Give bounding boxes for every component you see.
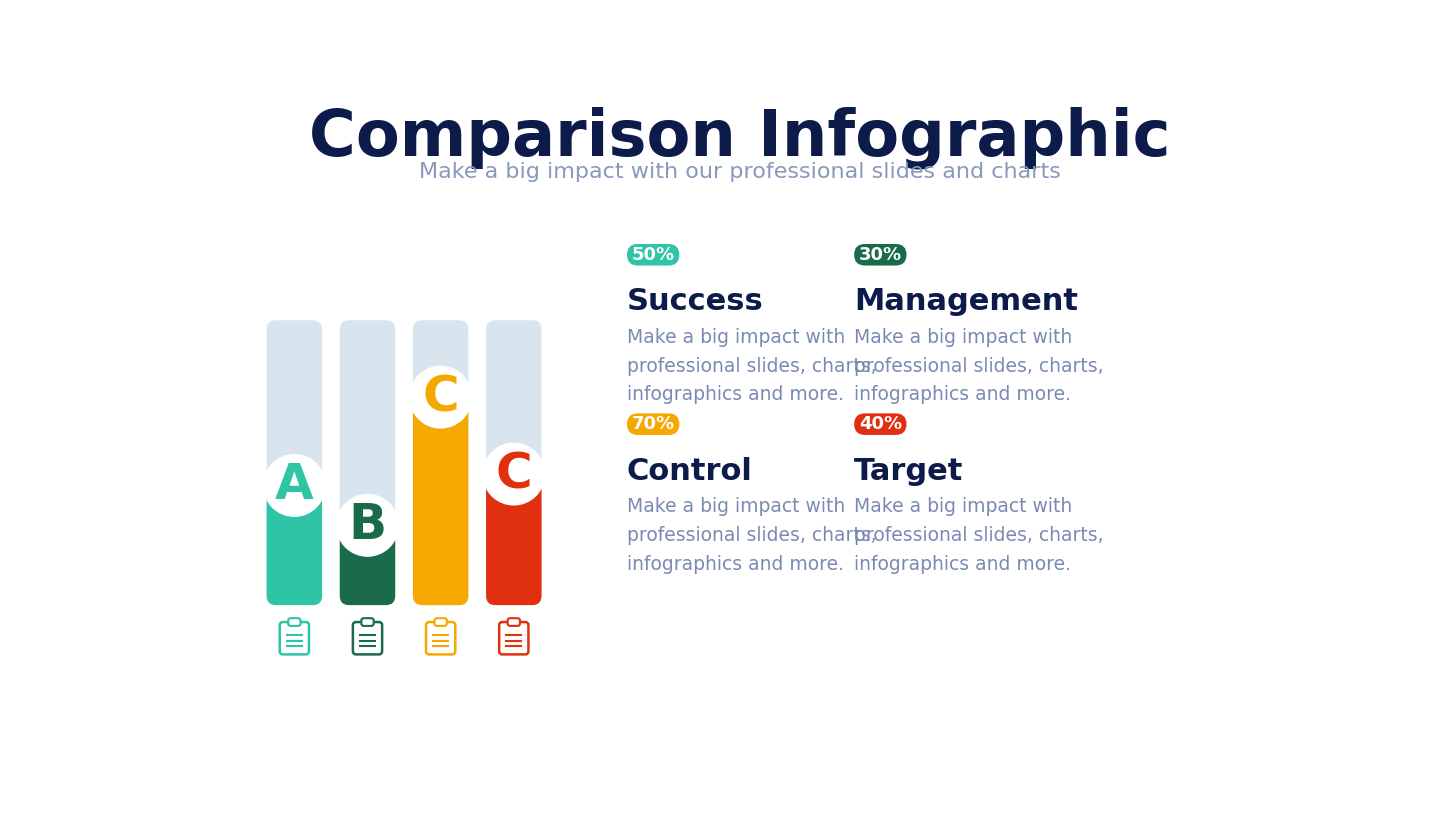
- FancyBboxPatch shape: [267, 485, 322, 605]
- Text: 40%: 40%: [858, 415, 902, 433]
- Text: Make a big impact with
professional slides, charts,
infographics and more.: Make a big impact with professional slid…: [854, 328, 1104, 405]
- Text: Success: Success: [627, 287, 764, 316]
- Text: B: B: [348, 501, 387, 549]
- FancyBboxPatch shape: [413, 320, 468, 605]
- Text: A: A: [275, 462, 314, 510]
- Circle shape: [263, 455, 325, 516]
- Text: C: C: [422, 373, 460, 421]
- Text: C: C: [496, 450, 532, 498]
- Text: Management: Management: [854, 287, 1078, 316]
- Circle shape: [337, 495, 399, 556]
- FancyBboxPatch shape: [486, 320, 542, 605]
- Circle shape: [483, 444, 545, 505]
- FancyBboxPatch shape: [340, 525, 396, 605]
- FancyBboxPatch shape: [340, 320, 396, 605]
- FancyBboxPatch shape: [288, 618, 301, 626]
- FancyBboxPatch shape: [507, 618, 520, 626]
- Text: 30%: 30%: [858, 246, 902, 264]
- Text: Make a big impact with
professional slides, charts,
infographics and more.: Make a big impact with professional slid…: [627, 328, 877, 405]
- FancyBboxPatch shape: [435, 618, 447, 626]
- Text: Comparison Infographic: Comparison Infographic: [309, 107, 1170, 169]
- Text: 50%: 50%: [631, 246, 675, 264]
- FancyBboxPatch shape: [854, 414, 906, 435]
- FancyBboxPatch shape: [413, 397, 468, 605]
- FancyBboxPatch shape: [627, 414, 679, 435]
- Text: Make a big impact with
professional slides, charts,
infographics and more.: Make a big impact with professional slid…: [854, 497, 1104, 574]
- Text: Make a big impact with
professional slides, charts,
infographics and more.: Make a big impact with professional slid…: [627, 497, 877, 574]
- FancyBboxPatch shape: [361, 618, 374, 626]
- Text: Control: Control: [627, 457, 753, 485]
- Text: Target: Target: [854, 457, 964, 485]
- FancyBboxPatch shape: [267, 320, 322, 605]
- FancyBboxPatch shape: [627, 244, 679, 265]
- Text: Make a big impact with our professional slides and charts: Make a big impact with our professional …: [419, 162, 1061, 182]
- FancyBboxPatch shape: [486, 474, 542, 605]
- FancyBboxPatch shape: [854, 244, 906, 265]
- Text: 70%: 70%: [631, 415, 675, 433]
- Circle shape: [410, 366, 471, 428]
